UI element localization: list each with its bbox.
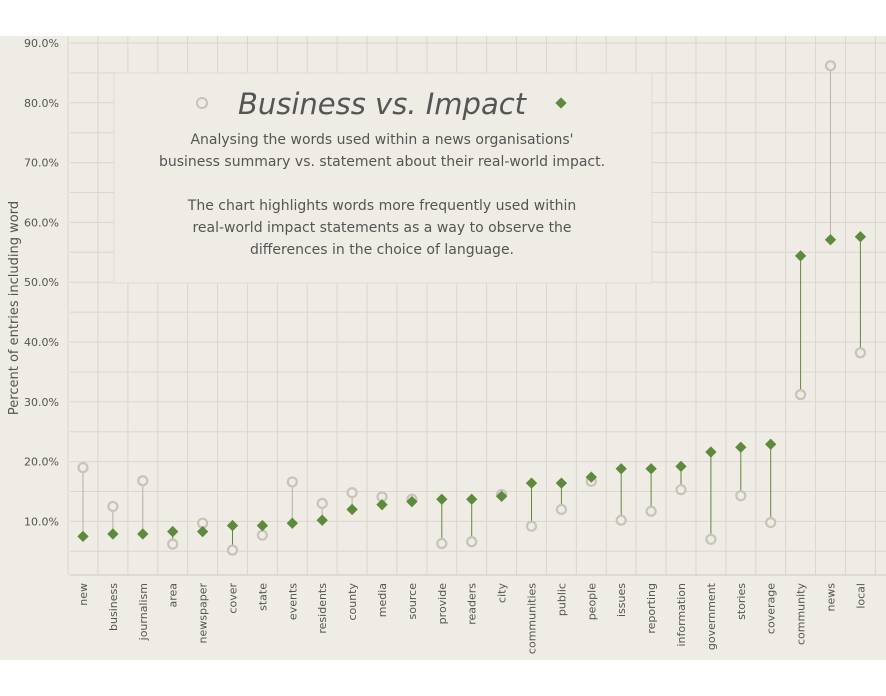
open-circle-point xyxy=(615,514,627,526)
x-tick-label: cover xyxy=(227,583,240,614)
x-tick-label: events xyxy=(286,583,299,620)
x-tick-label: journalism xyxy=(137,583,150,641)
diamond-point xyxy=(316,514,328,526)
open-circle-point xyxy=(794,389,807,401)
x-tick-label: residents xyxy=(316,583,329,634)
description-line: differences in the choice of language. xyxy=(250,242,514,258)
x-tick-label: business xyxy=(107,583,120,631)
open-circle-point xyxy=(675,484,687,496)
open-circle-point xyxy=(316,497,328,510)
x-tick-label: issues xyxy=(615,583,628,617)
y-tick-label: 40.0% xyxy=(24,336,59,349)
diamond-point xyxy=(555,477,568,489)
y-tick-label: 50.0% xyxy=(24,276,59,289)
x-tick-label: local xyxy=(854,583,867,609)
x-tick-label: communities xyxy=(526,583,539,654)
x-tick-label: community xyxy=(795,583,808,646)
x-tick-label: government xyxy=(705,582,718,650)
y-tick-label: 70.0% xyxy=(24,157,59,170)
x-tick-label: city xyxy=(496,583,509,603)
x-tick-label: stories xyxy=(735,583,748,620)
diamond-point xyxy=(196,525,209,538)
diamond-point xyxy=(854,231,867,243)
diamond-point xyxy=(167,525,179,538)
open-circle-point xyxy=(735,490,747,502)
open-circle-point xyxy=(77,461,89,474)
open-circle-point xyxy=(525,520,538,532)
x-tick-label: public xyxy=(555,583,568,616)
open-circle-point xyxy=(765,516,777,529)
open-circle-point xyxy=(226,544,239,556)
open-circle-point xyxy=(346,487,358,499)
x-tick-label: readers xyxy=(466,583,479,625)
diamond-point xyxy=(226,519,239,532)
diamond-point xyxy=(406,496,418,508)
x-tick-label: newspaper xyxy=(197,583,210,644)
diamond-point xyxy=(615,463,627,475)
diamond-point xyxy=(256,519,269,532)
data-marks xyxy=(77,60,867,556)
diamond-point xyxy=(645,463,657,475)
chart-title: Business vs. Impact xyxy=(238,87,528,121)
diamond-point xyxy=(376,498,388,511)
x-tick-label: county xyxy=(346,583,359,621)
x-tick-label: provide xyxy=(436,583,449,625)
description-line: real-world impact statements as a way to… xyxy=(192,220,571,236)
y-axis-label: Percent of entries including word xyxy=(7,201,22,415)
diamond-point xyxy=(675,460,687,473)
x-tick-label: source xyxy=(406,583,419,620)
open-circle-point xyxy=(645,505,657,517)
description-line: Analysing the words used within a news o… xyxy=(190,132,573,148)
diamond-point xyxy=(525,477,538,489)
x-tick-label: people xyxy=(585,583,598,621)
open-circle-point xyxy=(854,347,867,359)
diamond-point xyxy=(466,493,478,505)
chart-description: Analysing the words used within a news o… xyxy=(159,132,605,258)
y-tick-label: 10.0% xyxy=(24,515,59,528)
y-tick-label: 30.0% xyxy=(24,396,59,409)
diamond-point xyxy=(824,234,837,246)
diamond-point xyxy=(794,250,807,262)
x-tick-label: new xyxy=(77,583,90,606)
open-circle-point xyxy=(286,476,298,488)
x-tick-label: information xyxy=(675,583,688,647)
open-circle-point xyxy=(137,475,149,487)
open-circle-point xyxy=(107,500,119,513)
open-circle-point xyxy=(466,536,478,548)
y-tick-label: 60.0% xyxy=(24,216,59,229)
x-tick-label: state xyxy=(256,583,269,611)
x-tick-label: area xyxy=(167,583,180,608)
y-tick-label: 90.0% xyxy=(24,37,59,50)
description-line: The chart highlights words more frequent… xyxy=(187,198,576,214)
x-tick-label: news xyxy=(825,583,838,612)
diamond-point xyxy=(705,446,717,458)
open-circle-point xyxy=(256,529,268,541)
x-tick-label: reporting xyxy=(645,583,658,634)
diamond-point xyxy=(735,441,747,453)
diamond-point xyxy=(346,503,358,516)
open-circle-point xyxy=(436,537,448,550)
open-circle-point xyxy=(555,503,568,516)
diamond-point xyxy=(765,438,777,450)
diamond-point xyxy=(137,528,149,540)
diamond-point xyxy=(436,493,448,505)
x-tick-label: media xyxy=(376,583,389,617)
y-tick-label: 80.0% xyxy=(24,97,59,110)
open-circle-point xyxy=(705,533,717,545)
y-axis-ticks: 10.0% 20.0% 30.0% 40.0% 50.0% 60.0% 70.0% 80.0%… xyxy=(24,37,59,528)
open-circle-point xyxy=(167,538,179,550)
y-tick-label: 20.0% xyxy=(24,456,59,469)
description-line: business summary vs. statement about the… xyxy=(159,154,605,170)
x-axis-ticks: new business journalism area newspaper cover s… xyxy=(77,582,867,654)
diamond-point xyxy=(495,490,508,502)
x-tick-label: coverage xyxy=(765,583,778,634)
diamond-point xyxy=(286,517,298,529)
open-circle-point xyxy=(824,60,837,72)
diamond-point xyxy=(585,471,597,483)
legend-open-circle-marker xyxy=(196,97,208,109)
